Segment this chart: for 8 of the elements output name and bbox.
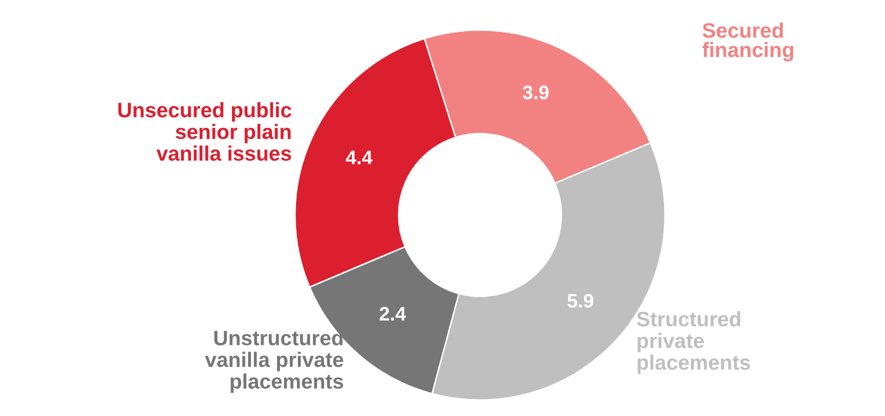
slice-label: Unstructured vanilla private placements (205, 330, 344, 393)
data-label: 4.4 (346, 150, 372, 164)
slice-label: Unsecured public senior plain vanilla issues (118, 102, 292, 161)
slice-label: Structured private placements (636, 311, 750, 374)
slice-label: Secured financing (702, 22, 794, 62)
data-label: 2.4 (380, 306, 406, 320)
data-label: 3.9 (522, 86, 549, 100)
data-label: 5.9 (568, 294, 594, 308)
